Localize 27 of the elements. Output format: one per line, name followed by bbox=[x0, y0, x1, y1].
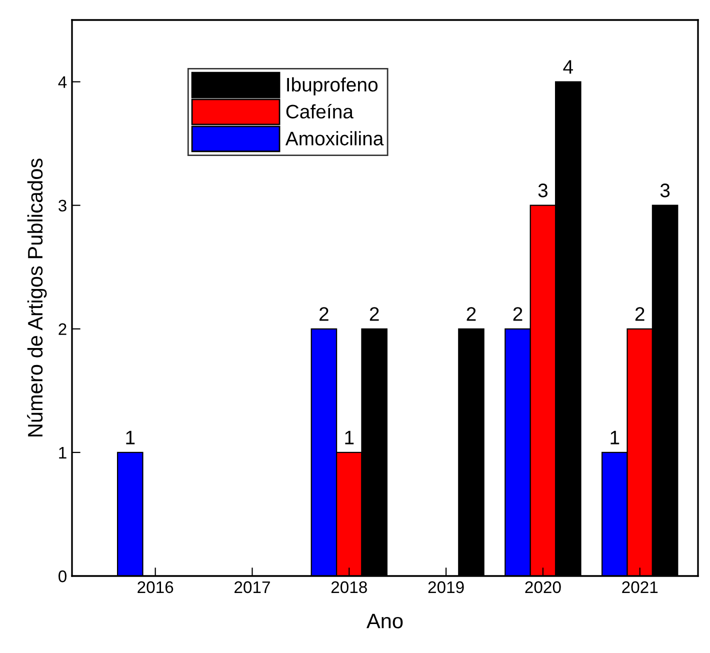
y-tick-label: 4 bbox=[58, 76, 67, 88]
x-tick-label: 2016 bbox=[138, 581, 174, 594]
data-label: 3 bbox=[660, 184, 670, 198]
data-label: 3 bbox=[538, 184, 548, 198]
data-label: 1 bbox=[126, 430, 135, 444]
legend-label: Cafeína bbox=[286, 104, 354, 119]
data-label: 2 bbox=[513, 307, 522, 321]
x-tick-label: 2021 bbox=[622, 581, 658, 594]
data-label: 2 bbox=[320, 307, 328, 321]
legend-label: Amoxicilina bbox=[285, 131, 384, 146]
y-tick-label: 2 bbox=[58, 323, 66, 335]
y-tick-label: 0 bbox=[58, 570, 66, 582]
y-axis-title: Número de Artigos Publicados bbox=[27, 158, 47, 436]
data-label: 4 bbox=[563, 60, 573, 74]
x-tick-label: 2017 bbox=[234, 581, 270, 594]
x-tick-label: 2018 bbox=[331, 581, 367, 594]
data-label: 1 bbox=[345, 430, 354, 444]
data-label: 2 bbox=[370, 307, 379, 321]
y-tick-label: 1 bbox=[59, 447, 66, 458]
data-label: 2 bbox=[635, 307, 644, 321]
legend-label: Ibuprofeno bbox=[287, 77, 378, 96]
x-tick-label: 2019 bbox=[428, 581, 464, 594]
data-label: 2 bbox=[466, 307, 476, 321]
x-axis-title: Ano bbox=[366, 614, 403, 628]
x-tick-label: 2020 bbox=[525, 581, 561, 594]
y-tick-label: 3 bbox=[58, 200, 66, 212]
data-label: 1 bbox=[610, 430, 620, 444]
